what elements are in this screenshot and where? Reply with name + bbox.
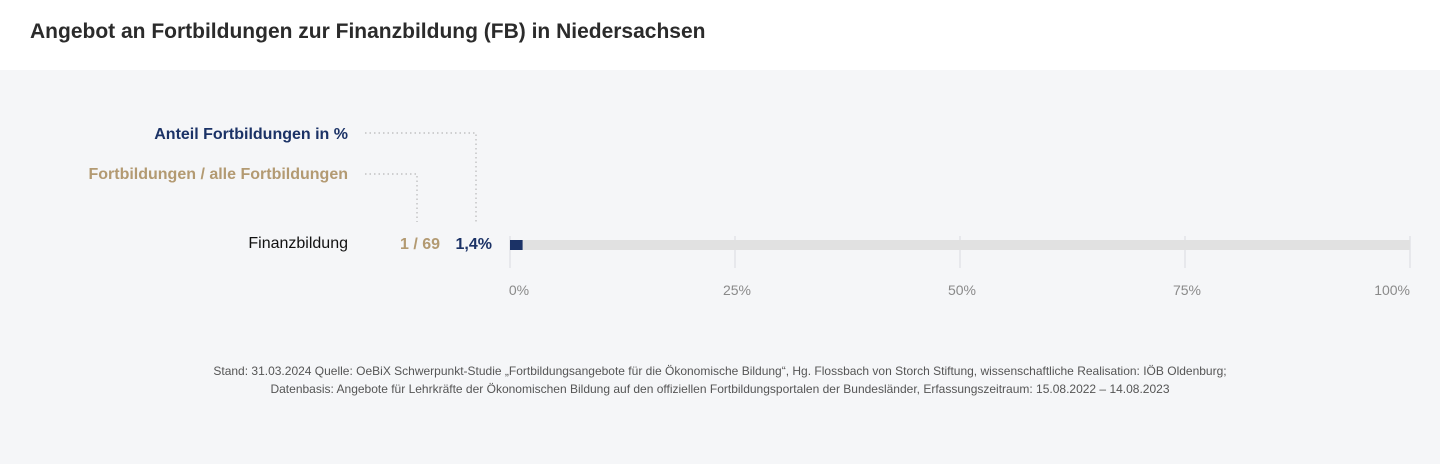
bar-track [510,240,1410,250]
x-tick-label: 25% [723,282,751,298]
category-label: Finanzbildung [248,235,348,252]
x-tick-label: 50% [948,282,976,298]
chart-panel: Anteil Fortbildungen in % Fortbildungen … [0,70,1440,464]
bar [510,240,523,250]
count-label: 1 / 69 [399,236,440,253]
legend-percent-label: Anteil Fortbildungen in % [154,126,348,143]
value-label: 1,4% [455,236,492,253]
legend-count-label: Fortbildungen / alle Fortbildungen [88,166,348,183]
chart-title: Angebot an Fortbildungen zur Finanzbildu… [30,20,706,43]
header: Angebot an Fortbildungen zur Finanzbildu… [0,0,1440,70]
source-note: Stand: 31.03.2024 Quelle: OeBiX Schwerpu… [0,362,1440,398]
x-tick-label: 75% [1173,282,1201,298]
legend-count-connector [365,173,418,222]
bar-chart: 0% 25% 50% 75% 100% [365,132,1411,298]
x-tick-label: 100% [1374,282,1410,298]
legend-percent-connector [365,132,477,222]
source-line-1: Stand: 31.03.2024 Quelle: OeBiX Schwerpu… [213,364,1227,378]
source-line-2: Datenbasis: Angebote für Lehrkräfte der … [270,382,1170,396]
x-tick-label: 0% [509,282,529,298]
